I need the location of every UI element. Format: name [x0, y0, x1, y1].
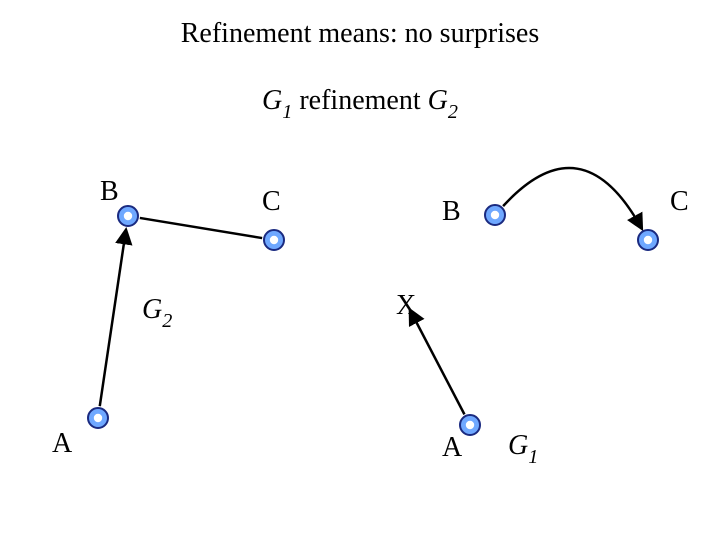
edge-right-B-C-arc [503, 168, 642, 229]
label-left-A: A [52, 428, 72, 460]
edge-right-A-X [410, 310, 464, 414]
label-left-B: B [100, 176, 119, 208]
edge-left-B-C [140, 218, 262, 238]
label-right-A: A [442, 432, 462, 464]
node-right-C [638, 230, 658, 250]
node-right-B [485, 205, 505, 225]
node-left-B [118, 206, 138, 226]
node-left-A [88, 408, 108, 428]
label-right-B: B [442, 196, 461, 228]
node-right-A [460, 415, 480, 435]
label-left-C: C [262, 186, 281, 218]
label-right-G1: G1 [508, 430, 538, 467]
label-left-G2-sub: 2 [162, 310, 172, 332]
label-right-G1-sub: 1 [528, 446, 538, 468]
diagram-canvas: Refinement means: no surprises G1 refine… [0, 0, 720, 540]
label-right-G1-letter: G [508, 430, 528, 461]
edge-left-A-B [100, 230, 126, 406]
label-left-G2-letter: G [142, 294, 162, 325]
diagram-svg [0, 0, 720, 540]
label-right-X: X [396, 290, 416, 322]
node-left-C [264, 230, 284, 250]
label-right-C: C [670, 186, 689, 218]
label-left-G2: G2 [142, 294, 172, 331]
